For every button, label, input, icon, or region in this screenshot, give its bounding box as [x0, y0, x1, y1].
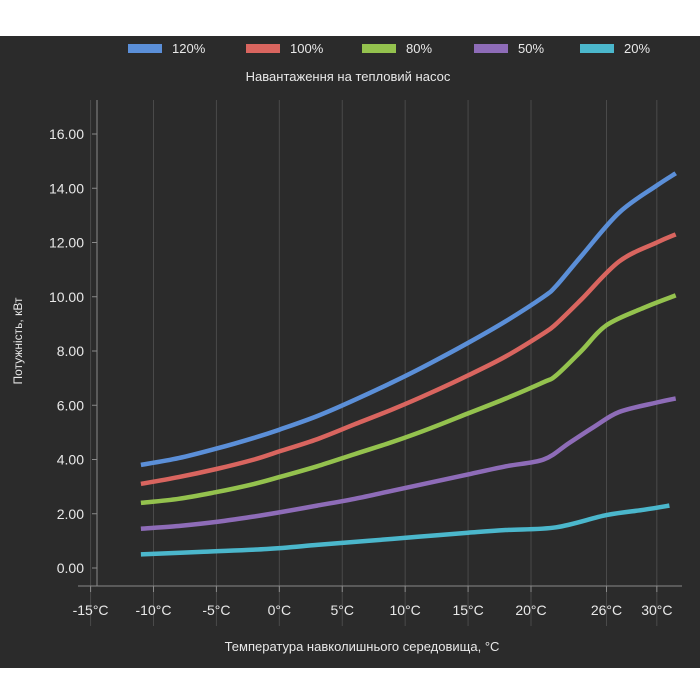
- series-line-20pct: [140, 503, 670, 557]
- y-tick-label: 10.00: [49, 289, 84, 305]
- series-line-100pct: [140, 232, 677, 487]
- series-line-120pct: [140, 171, 677, 468]
- y-tick-labels: 0.00 2.00 4.00 6.00 8.00 10.00 12.00 14.00 16.00: [49, 126, 97, 576]
- x-tick-label: 15°C: [452, 602, 483, 618]
- y-tick-label: 12.00: [49, 235, 84, 251]
- y-tick-label: 4.00: [57, 452, 84, 468]
- legend-swatch: [362, 44, 396, 53]
- legend-label: 80%: [406, 41, 432, 56]
- legend-swatch: [474, 44, 508, 53]
- y-tick-label: 6.00: [57, 397, 84, 413]
- series-line-80pct: [140, 293, 677, 506]
- x-tick-label: 0°C: [268, 602, 292, 618]
- y-tick-label: 14.00: [49, 180, 84, 196]
- x-tick-label: 26°C: [591, 602, 622, 618]
- legend-label: 100%: [290, 41, 324, 56]
- x-axis-label: Температура навколишнього середовища, °C: [225, 639, 500, 654]
- series-line-50pct: [140, 396, 677, 531]
- x-tick-label: -10°C: [136, 602, 172, 618]
- legend-label: 50%: [518, 41, 544, 56]
- y-axis-label: Потужність, кВт: [11, 297, 25, 384]
- legend: 120% 100% 80% 50% 20%: [128, 41, 650, 56]
- x-tick-label: 20°C: [515, 602, 546, 618]
- grid: [90, 100, 658, 626]
- axes: [78, 100, 682, 587]
- x-tick-label: -5°C: [202, 602, 230, 618]
- legend-swatch: [128, 44, 162, 53]
- y-tick-label: 16.00: [49, 126, 84, 142]
- y-tick-label: 0.00: [57, 560, 84, 576]
- chart-panel: 120% 100% 80% 50% 20% Навантаження на теплов…: [0, 36, 700, 668]
- x-tick-labels: -15°C -10°C -5°C 0°C 5°C 10°C 15°C 20°C 26°C 30°C: [73, 586, 672, 618]
- y-tick-label: 8.00: [57, 343, 84, 359]
- legend-swatch: [580, 44, 614, 53]
- x-tick-label: -15°C: [73, 602, 109, 618]
- legend-label: 120%: [172, 41, 206, 56]
- x-tick-label: 5°C: [331, 602, 355, 618]
- x-tick-label: 30°C: [641, 602, 672, 618]
- y-tick-label: 2.00: [57, 506, 84, 522]
- series-lines: [140, 171, 677, 557]
- heat-pump-load-chart: 120% 100% 80% 50% 20% Навантаження на теплов…: [11, 41, 682, 654]
- legend-swatch: [246, 44, 280, 53]
- x-tick-label: 10°C: [390, 602, 421, 618]
- chart-title: Навантаження на тепловий насос: [246, 69, 451, 84]
- legend-label: 20%: [624, 41, 650, 56]
